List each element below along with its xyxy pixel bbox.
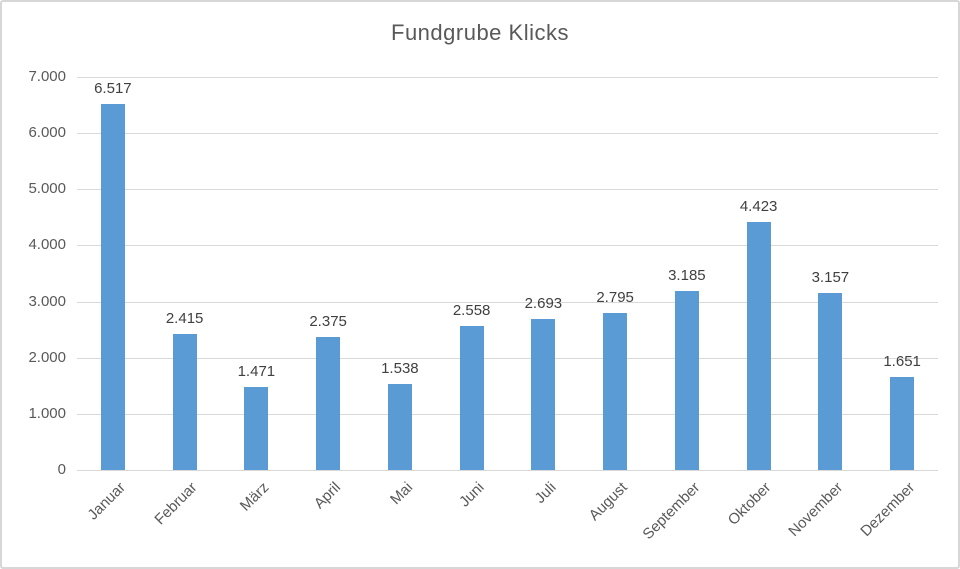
- bar-juni: [459, 326, 484, 470]
- y-axis-tick-label: 3.000: [28, 292, 66, 310]
- data-label: 3.185: [668, 267, 706, 285]
- y-axis-tick-label: 4.000: [28, 236, 66, 254]
- y-gridline: [77, 77, 938, 78]
- bar-september: [674, 291, 699, 470]
- x-axis-category-label: November: [785, 479, 847, 540]
- data-label: 6.517: [94, 80, 132, 98]
- x-axis-category-label: Januar: [84, 479, 129, 524]
- data-label: 2.558: [452, 302, 491, 320]
- bar-dezember: [890, 377, 915, 470]
- y-axis-tick-label: 1.000: [28, 404, 66, 422]
- y-gridline: [77, 413, 938, 415]
- y-axis-tick-label: 0: [57, 461, 66, 478]
- x-axis-category-label: Oktober: [724, 479, 775, 529]
- x-axis-category-label: Juni: [456, 479, 488, 511]
- x-axis-category-label: April: [310, 479, 345, 513]
- y-gridline: [77, 189, 938, 191]
- y-axis-tick-label: 6.000: [28, 124, 66, 142]
- y-gridline: [77, 301, 938, 303]
- bar-juli: [531, 318, 556, 470]
- x-axis-category-label: März: [236, 479, 273, 515]
- bar-oktober: [746, 221, 771, 470]
- x-axis-category-label: Juli: [531, 479, 560, 507]
- data-label: 3.157: [811, 268, 850, 286]
- x-axis-category-label: Mai: [386, 479, 416, 509]
- data-label: 4.423: [739, 197, 778, 215]
- x-axis-category-label: Februar: [151, 479, 201, 529]
- bar-november: [818, 292, 843, 470]
- data-label: 2.693: [524, 294, 563, 312]
- x-axis-category-label: September: [638, 479, 703, 543]
- y-gridline: [77, 357, 938, 359]
- data-label: 1.651: [883, 353, 921, 371]
- y-axis-tick-label: 7.000: [28, 68, 66, 85]
- bar-august: [603, 313, 628, 470]
- x-axis-category-label: August: [586, 479, 632, 525]
- y-axis-tick-label: 2.000: [28, 348, 66, 366]
- bar-april: [316, 336, 341, 470]
- data-label: 1.471: [237, 363, 276, 381]
- data-label: 2.795: [596, 289, 634, 307]
- chart-title: Fundgrube Klicks: [391, 20, 569, 45]
- bar-märz: [244, 387, 269, 470]
- data-label: 1.538: [381, 359, 419, 377]
- y-gridline: [77, 245, 938, 247]
- data-label: 2.415: [165, 310, 204, 328]
- bar-mai: [387, 383, 412, 470]
- bar-februar: [172, 334, 197, 470]
- x-axis-line: [77, 470, 938, 471]
- bar-januar: [100, 104, 125, 470]
- y-gridline: [77, 133, 938, 135]
- x-axis-category-label: Dezember: [857, 479, 919, 540]
- y-axis-tick-label: 5.000: [28, 180, 66, 198]
- data-label: 2.375: [309, 312, 347, 330]
